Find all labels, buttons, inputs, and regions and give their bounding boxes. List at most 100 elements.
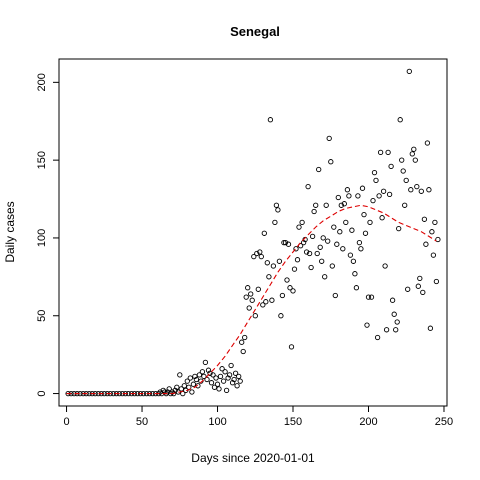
data-point bbox=[347, 252, 354, 258]
data-point bbox=[322, 274, 328, 280]
data-point bbox=[365, 294, 372, 300]
data-point bbox=[405, 286, 411, 292]
y-tick-label: 200 bbox=[36, 73, 48, 91]
plot-frame bbox=[58, 58, 448, 407]
data-point bbox=[371, 169, 378, 176]
x-tick-label: 100 bbox=[208, 416, 226, 428]
data-point bbox=[435, 236, 441, 243]
data-point bbox=[267, 117, 274, 123]
data-point bbox=[222, 369, 228, 375]
data-point bbox=[243, 294, 249, 300]
data-point bbox=[332, 292, 338, 299]
data-point bbox=[385, 149, 391, 156]
data-point bbox=[231, 376, 237, 383]
data-point bbox=[377, 149, 384, 156]
data-point bbox=[400, 168, 406, 174]
data-point bbox=[178, 386, 184, 392]
data-point bbox=[246, 305, 252, 311]
data-point bbox=[181, 383, 187, 389]
data-point bbox=[368, 294, 375, 300]
data-point bbox=[337, 229, 343, 235]
data-point bbox=[406, 68, 412, 75]
data-point bbox=[323, 202, 329, 208]
data-point bbox=[219, 366, 225, 372]
data-point bbox=[196, 372, 203, 378]
data-point bbox=[279, 292, 286, 299]
x-tick-label: 0 bbox=[63, 416, 69, 428]
data-point bbox=[204, 376, 210, 383]
data-point bbox=[291, 266, 298, 272]
data-point bbox=[411, 146, 417, 152]
y-tick-label: 100 bbox=[36, 229, 48, 247]
data-point bbox=[228, 362, 234, 369]
data-point bbox=[269, 297, 275, 303]
data-point bbox=[412, 157, 418, 163]
data-point bbox=[414, 183, 420, 190]
data-point bbox=[329, 263, 335, 269]
data-point bbox=[314, 250, 320, 257]
data-point bbox=[264, 260, 270, 266]
data-point bbox=[232, 370, 239, 376]
data-point bbox=[334, 241, 340, 247]
y-axis-label: Daily cases bbox=[3, 201, 17, 262]
data-point bbox=[376, 193, 382, 199]
data-point bbox=[282, 239, 289, 246]
x-tick-label: 250 bbox=[435, 416, 453, 428]
data-point bbox=[284, 277, 290, 283]
data-point bbox=[236, 373, 242, 380]
data-point bbox=[213, 375, 219, 381]
data-point bbox=[266, 274, 272, 280]
data-point bbox=[311, 208, 317, 215]
data-point bbox=[320, 235, 326, 241]
data-point bbox=[394, 319, 400, 325]
data-point bbox=[343, 219, 349, 226]
data-point bbox=[393, 327, 399, 333]
data-point bbox=[316, 166, 322, 173]
data-point bbox=[260, 302, 266, 308]
data-point bbox=[430, 252, 437, 258]
data-point bbox=[338, 202, 344, 208]
data-point bbox=[408, 187, 414, 193]
data-point bbox=[370, 197, 376, 204]
data-point bbox=[270, 263, 277, 269]
data-point bbox=[352, 271, 358, 277]
data-point bbox=[275, 207, 281, 213]
data-point bbox=[300, 239, 307, 246]
data-point bbox=[254, 250, 260, 257]
data-point bbox=[174, 384, 180, 390]
data-point bbox=[272, 219, 278, 226]
data-point bbox=[223, 387, 230, 394]
data-point bbox=[308, 264, 314, 271]
data-point bbox=[344, 187, 351, 193]
x-tick-label: 200 bbox=[359, 416, 377, 428]
data-point bbox=[216, 386, 222, 392]
data-point bbox=[417, 275, 423, 282]
data-point bbox=[391, 311, 397, 317]
data-point bbox=[299, 219, 305, 226]
data-point bbox=[226, 372, 233, 378]
data-point bbox=[217, 373, 224, 380]
data-point bbox=[192, 373, 198, 380]
data-point bbox=[309, 233, 316, 240]
data-point bbox=[379, 215, 385, 221]
data-point bbox=[240, 348, 246, 355]
data-point bbox=[193, 376, 200, 383]
data-point bbox=[374, 334, 381, 341]
data-point bbox=[273, 202, 280, 208]
data-point bbox=[421, 216, 428, 222]
data-point bbox=[420, 289, 426, 296]
data-point bbox=[346, 193, 352, 199]
data-point bbox=[303, 249, 310, 255]
data-point bbox=[399, 157, 405, 163]
data-point bbox=[242, 334, 248, 341]
data-point bbox=[208, 380, 215, 386]
data-point bbox=[249, 297, 255, 303]
data-point bbox=[349, 227, 355, 233]
data-point bbox=[162, 389, 168, 395]
data-point bbox=[367, 219, 373, 226]
data-point bbox=[245, 285, 251, 291]
data-point bbox=[220, 378, 227, 384]
data-point bbox=[383, 327, 390, 333]
data-point bbox=[248, 291, 254, 297]
data-point bbox=[263, 299, 269, 305]
